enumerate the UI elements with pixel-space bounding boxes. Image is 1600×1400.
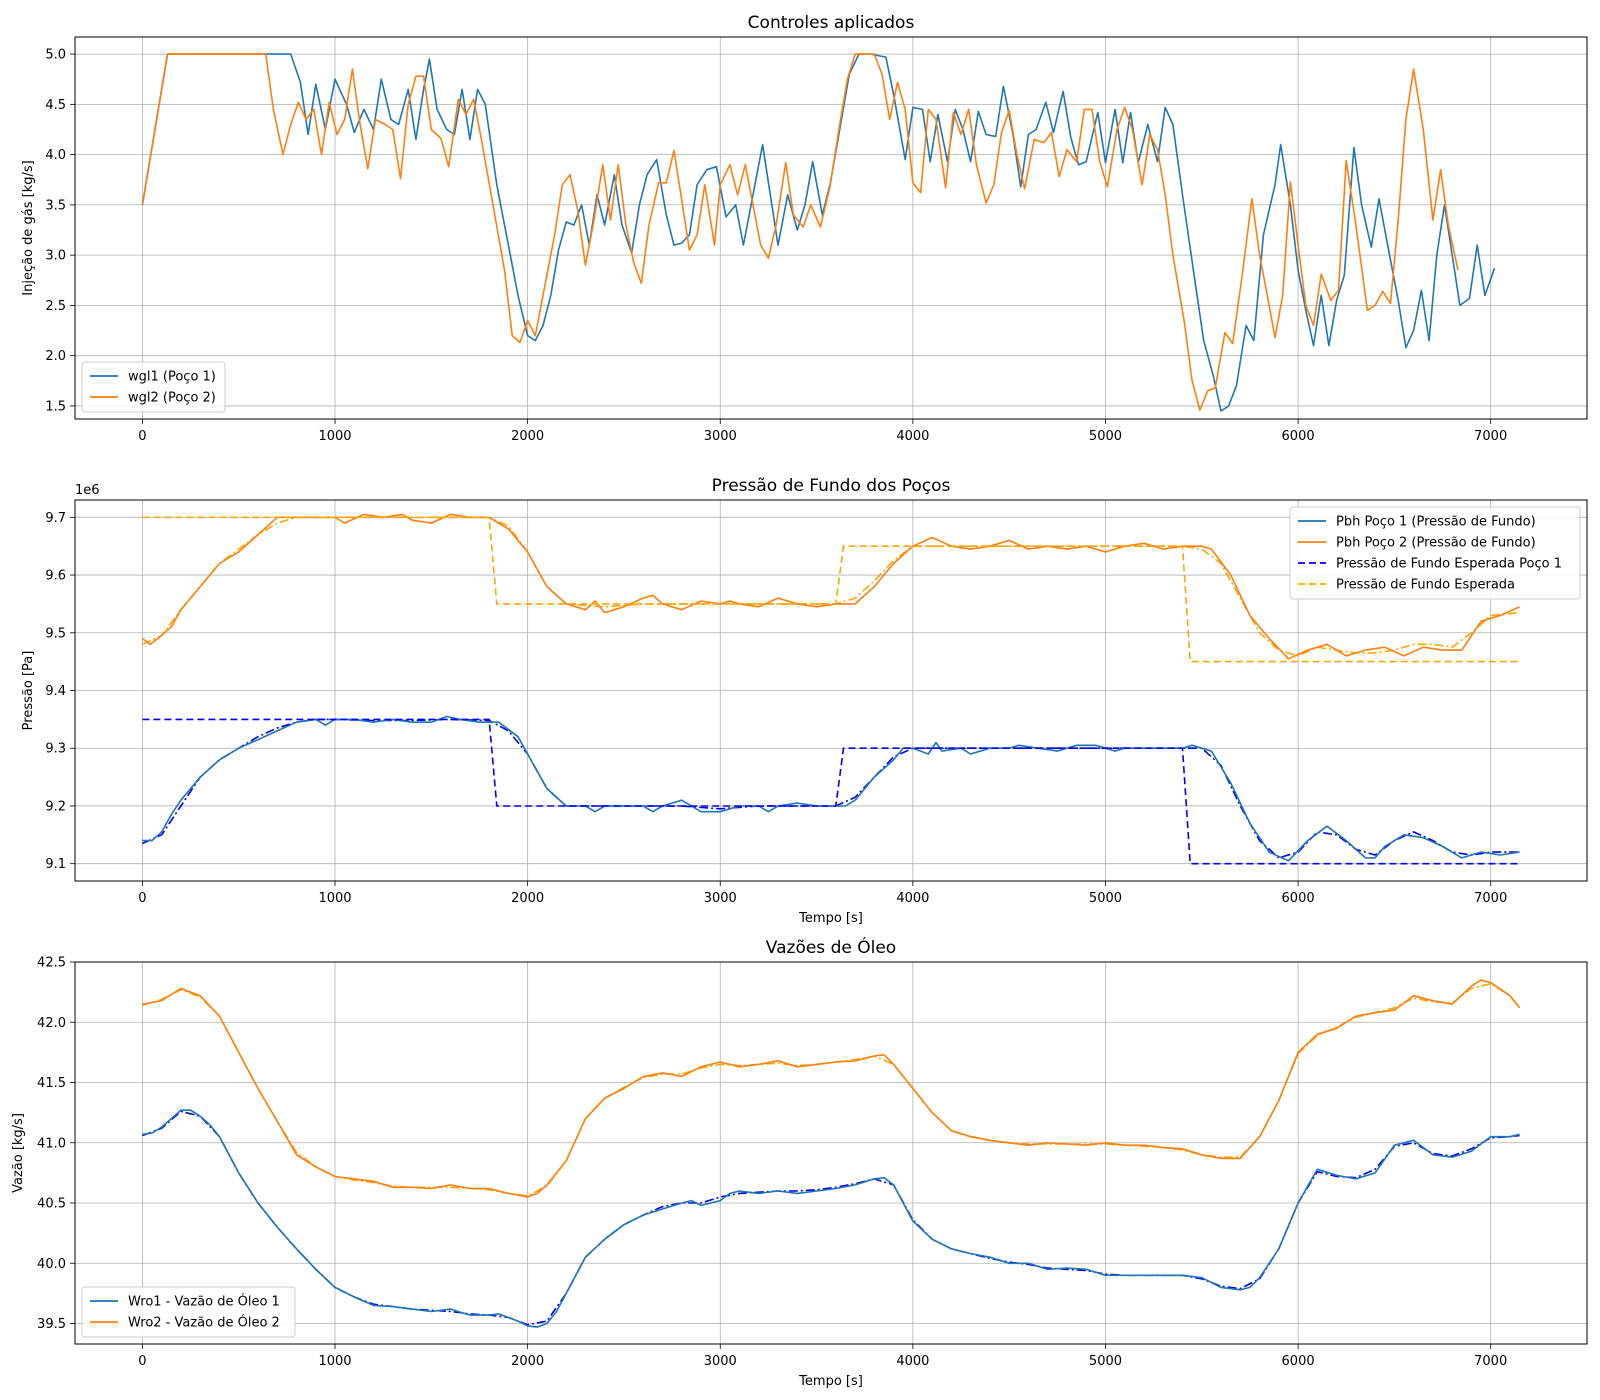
y-tick-label: 40.5 [37,1197,66,1212]
x-tick-label: 5000 [1089,891,1122,906]
x-tick-label: 1000 [318,429,351,444]
legend-label: Pressão de Fundo Esperada [1336,578,1515,593]
x-tick-label: 7000 [1474,429,1507,444]
series-lines [141,53,1496,412]
y-tick-label: 3.0 [45,249,66,264]
series-line [141,53,1496,412]
legend: Wro1 - Vazão de Óleo 1 Wro2 - Vazão de Ól… [81,1286,296,1338]
x-tick-label: 3000 [704,429,737,444]
series-line [142,1109,1520,1328]
x-tick-label: 1000 [318,1354,351,1369]
x-tick-label: 7000 [1474,1354,1507,1369]
y-tick-label: 2.5 [45,299,66,314]
panel-controles-aplicados: Controles aplicados 0 1000 2000 3000 4000 5000… [21,13,1588,444]
y-tick-label: 2.0 [45,349,66,364]
reference-line [142,982,1521,1197]
y-tick-label: 1.5 [45,399,66,414]
series-line [142,718,1520,865]
y-tick-label: 9.2 [45,799,66,814]
legend-label: Pressão de Fundo Esperada Poço 1 [1336,557,1562,572]
legend-label: wgl2 (Poço 2) [128,391,216,406]
legend-box [1289,506,1581,600]
x-tick-label: 0 [138,1354,146,1369]
y-tick-label: 9.6 [45,569,66,584]
x-tick-label: 6000 [1282,1354,1315,1369]
y-tick-label: 41.0 [37,1136,66,1151]
legend-box [81,1286,296,1338]
panel-vazoes-de-oleo: Vazões de Óleo 0 1000 2000 3000 4000 5000 6000 7… [11,936,1588,1389]
series-line [141,53,1459,411]
series-line [141,513,1520,660]
y-tick-label: 5.0 [45,48,66,63]
legend-label: Wro2 - Vazão de Óleo 2 [128,1315,280,1331]
x-tick-label: 5000 [1089,1354,1122,1369]
x-tick-label: 3000 [704,891,737,906]
legend-label: wgl1 (Poço 1) [128,370,216,385]
legend-label: Wro1 - Vazão de Óleo 1 [128,1294,280,1310]
y-axis-label: Pressão [Pa] [21,651,36,731]
x-tick-label: 5000 [1089,429,1122,444]
axes-frame [74,499,1588,882]
x-tick-label: 4000 [896,429,929,444]
chart-title: Pressão de Fundo dos Poços [712,476,951,496]
y-tick-label: 42.0 [37,1016,66,1031]
y-tick-label: 9.3 [45,742,66,757]
x-tick-label: 7000 [1474,891,1507,906]
x-tick-label: 2000 [511,891,544,906]
axes-frame [74,36,1588,420]
reference-line [142,718,1520,859]
y-axis-label: Injeção de gás [kg/s] [21,160,36,295]
x-tick-label: 4000 [896,891,929,906]
y-tick-label: 9.1 [45,857,66,872]
y-tick-label: 39.5 [37,1317,66,1332]
y-tick-label: 42.5 [37,956,66,971]
x-tick-label: 2000 [511,1354,544,1369]
series-lines [142,979,1521,1328]
x-tick-label: 6000 [1282,429,1315,444]
axes-frame [74,961,1588,1345]
legend-label: Pbh Poço 1 (Pressão de Fundo) [1336,515,1536,530]
x-axis-label: Tempo [s] [798,1374,863,1389]
chart-title: Controles aplicados [748,13,915,33]
x-tick-label: 2000 [511,429,544,444]
x-tick-label: 4000 [896,1354,929,1369]
legend: Pbh Poço 1 (Pressão de Fundo) Pbh Poço 2 … [1289,506,1581,600]
x-tick-label: 6000 [1282,891,1315,906]
legend-label: Pbh Poço 2 (Pressão de Fundo) [1336,536,1536,551]
y-tick-label: 4.0 [45,148,66,163]
y-tick-label: 3.5 [45,198,66,213]
y-tick-label: 41.5 [37,1076,66,1091]
series-line [142,979,1521,1198]
chart-title: Vazões de Óleo [766,936,896,958]
y-tick-label: 9.4 [45,684,66,699]
y-tick-label: 40.0 [37,1257,66,1272]
legend-box [81,361,226,413]
x-tick-label: 0 [138,429,146,444]
x-tick-label: 0 [138,891,146,906]
series-line [142,715,1520,862]
legend: wgl1 (Poço 1) wgl2 (Poço 2) [81,361,226,413]
y-tick-label: 9.7 [45,511,66,526]
x-axis-label: Tempo [s] [798,911,863,926]
series-line [142,516,1520,663]
reference-line [142,1110,1520,1326]
y-offset-text: 1e6 [75,483,100,498]
series-lines [141,513,1520,865]
x-tick-label: 1000 [318,891,351,906]
y-tick-label: 9.5 [45,626,66,641]
x-tick-label: 3000 [704,1354,737,1369]
panel-pressao-de-fundo: Pressão de Fundo dos Poços 0 1000 2000 3000 4… [21,476,1588,926]
y-tick-label: 4.5 [45,98,66,113]
y-axis-label: Vazão [kg/s] [11,1113,26,1193]
